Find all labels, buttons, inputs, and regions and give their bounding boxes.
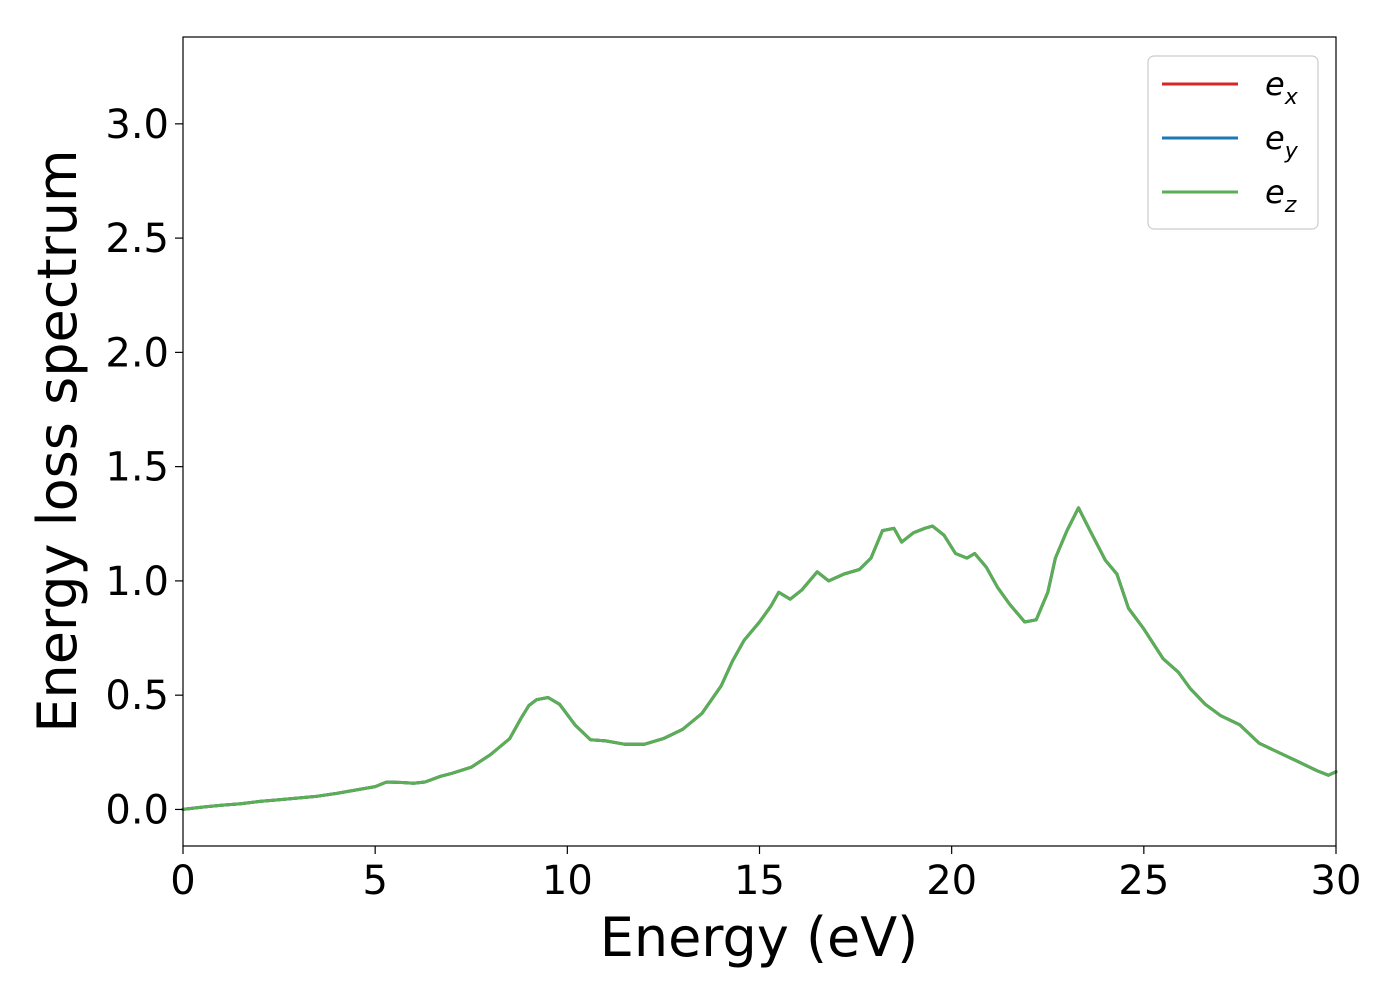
legend-label-z: ez: [1265, 173, 1297, 218]
x-tick-label: 30: [1311, 858, 1362, 904]
x-tick-label: 0: [170, 858, 195, 904]
x-tick-label: 5: [362, 858, 387, 904]
legend-label-y: ey: [1265, 119, 1299, 164]
x-axis-ticks: 0 5 10 15 20 25 30: [170, 846, 1361, 904]
y-tick-label: 1.5: [105, 445, 169, 491]
legend-label-x: ex: [1265, 65, 1299, 110]
y-tick-label: 0.5: [105, 673, 169, 719]
y-axis-title: Energy loss spectrum: [26, 149, 89, 732]
x-tick-label: 15: [734, 858, 785, 904]
y-tick-label: 3.0: [105, 102, 169, 148]
y-tick-label: 1.0: [105, 559, 169, 605]
series-line-e-z: [181, 506, 1338, 811]
y-tick-label: 2.0: [105, 330, 169, 376]
y-tick-label: 2.5: [105, 216, 169, 262]
series-layer: [181, 506, 1338, 811]
legend-frame: [1147, 55, 1319, 230]
x-tick-label: 25: [1118, 858, 1169, 904]
y-axis-ticks: 0.0 0.5 1.0 1.5 2.0 2.5 3.0: [105, 102, 183, 833]
x-tick-label: 20: [926, 858, 977, 904]
x-axis-title: Energy (eV): [600, 906, 919, 969]
x-tick-label: 10: [542, 858, 593, 904]
legend: ex ey ez: [1147, 55, 1319, 230]
y-tick-label: 0.0: [105, 787, 169, 833]
